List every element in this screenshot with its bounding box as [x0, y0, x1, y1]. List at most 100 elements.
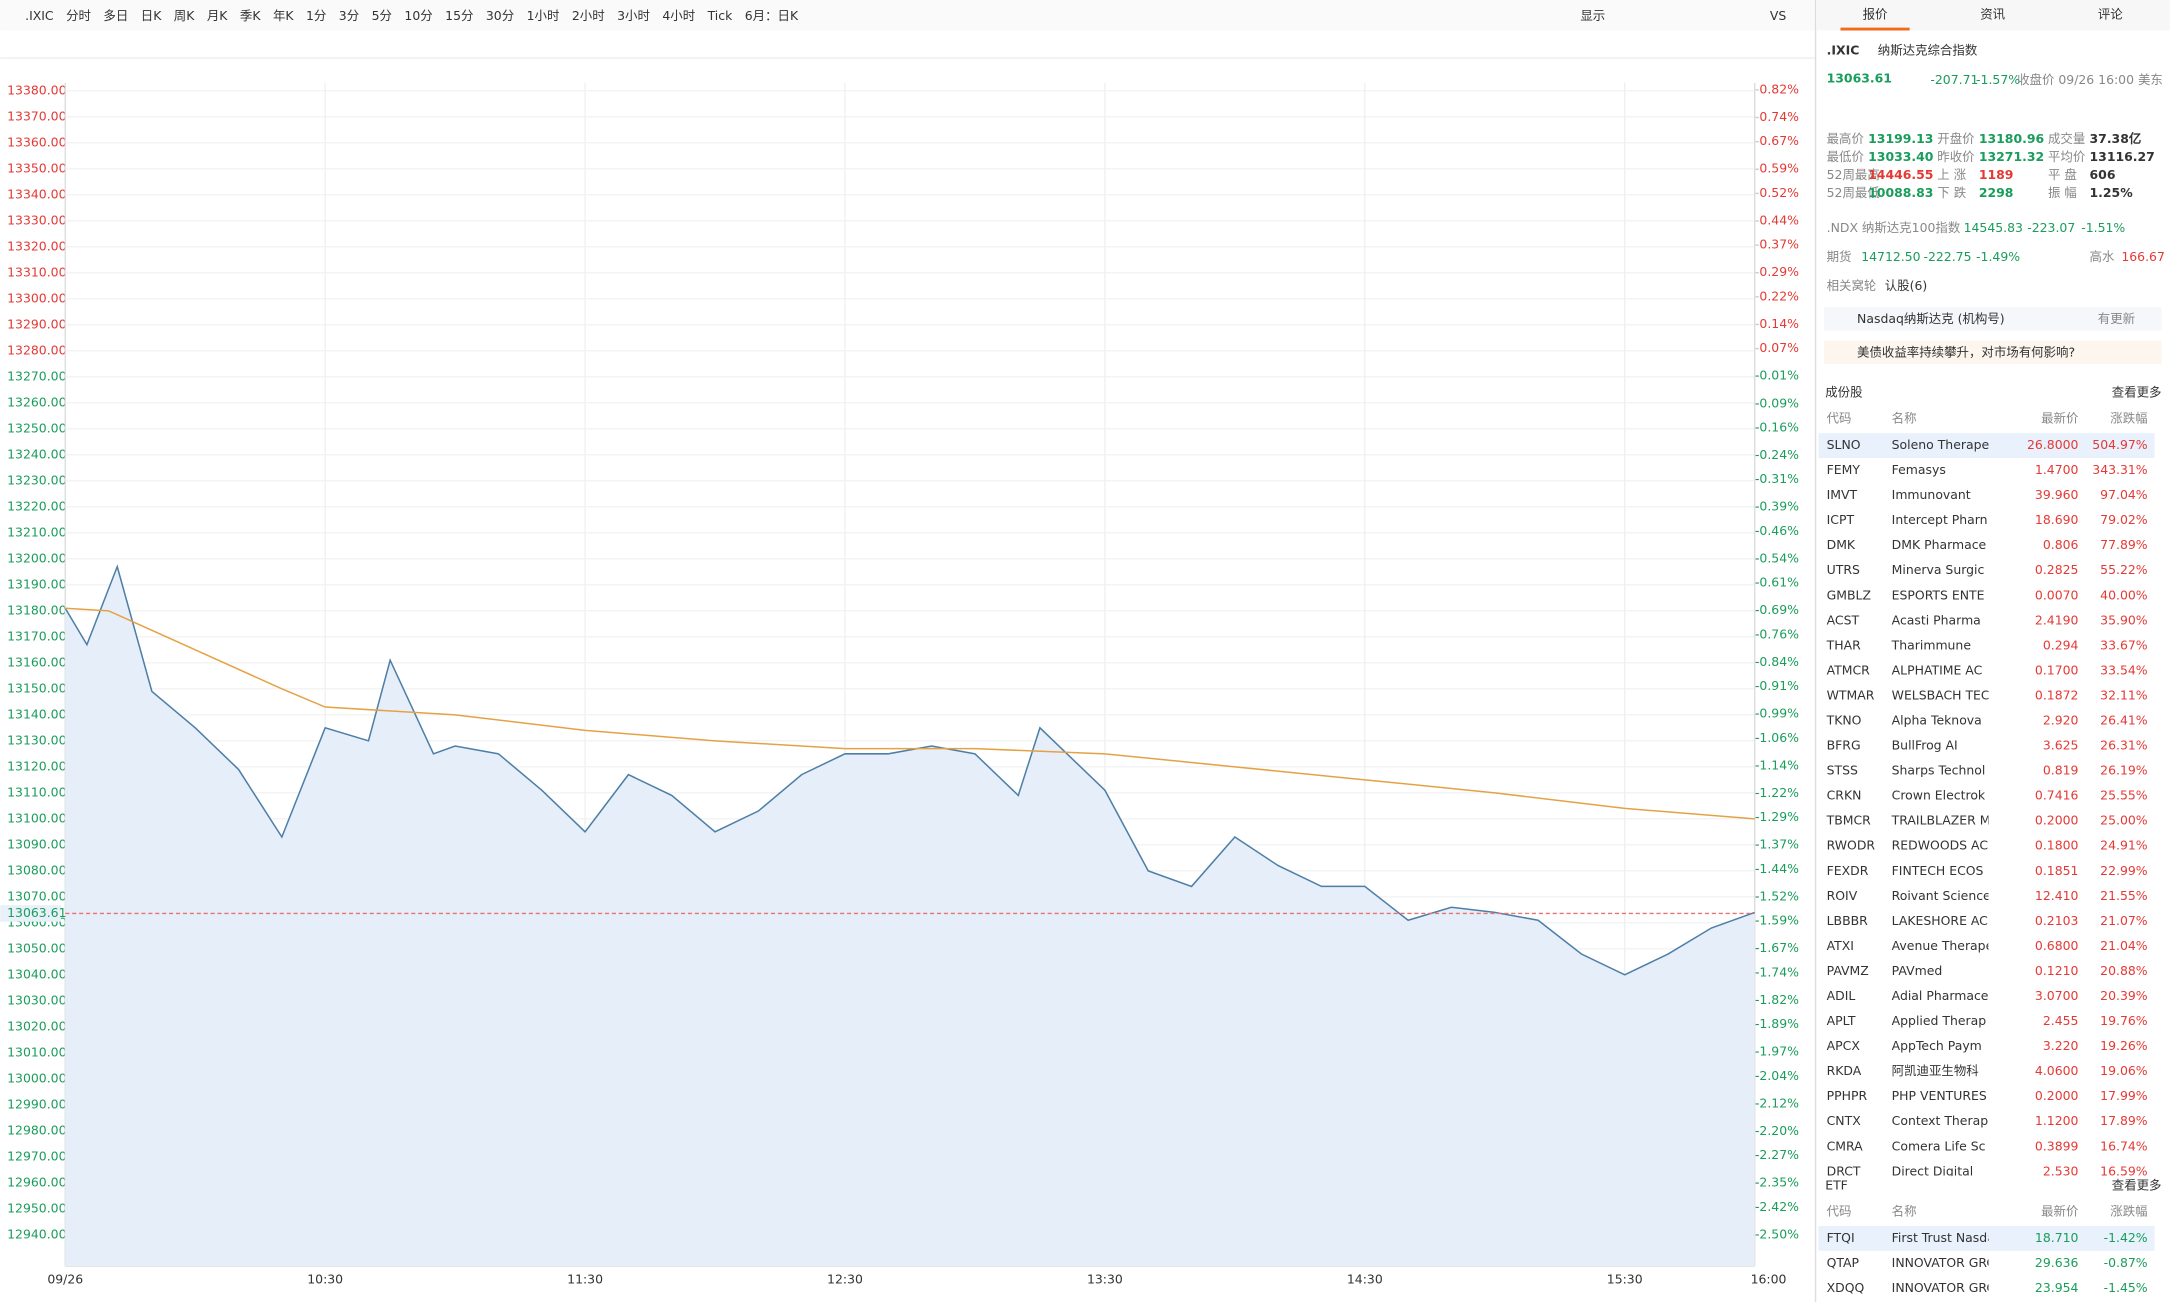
table-cell: 504.97%	[2092, 437, 2148, 452]
table-cell[interactable]: RKDA	[1827, 1063, 1862, 1078]
table-cell: 0.819	[2043, 763, 2079, 778]
table-cell[interactable]: SLNO	[1827, 437, 1861, 452]
table-cell[interactable]: DMK	[1827, 537, 1856, 552]
y-tick-label: 13340.00	[7, 186, 66, 201]
period-tab[interactable]: 分时	[66, 8, 91, 23]
period-tab[interactable]: 周K	[174, 8, 195, 23]
y-tick-label: 13110.00	[7, 784, 66, 799]
table-title: 成份股	[1825, 384, 1862, 399]
y-tick-label: 13260.00	[7, 394, 66, 409]
table-cell: 22.99%	[2100, 863, 2148, 878]
table-cell: 24.91%	[2100, 838, 2148, 853]
table-header: 最新价	[2041, 1204, 2079, 1219]
panel-tab[interactable]: 资讯	[1980, 7, 2005, 22]
table-cell[interactable]: FTQI	[1827, 1230, 1855, 1245]
table-cell[interactable]: TBMCR	[1826, 813, 1872, 828]
y-tick-label: 13160.00	[7, 654, 66, 669]
display-menu[interactable]: 显示	[1580, 8, 1605, 23]
table-cell: First Trust Nasdaq	[1892, 1230, 2003, 1245]
more-link[interactable]: 查看更多	[2112, 1177, 2162, 1192]
table-cell[interactable]: WTMAR	[1827, 687, 1875, 702]
y2-tick-label: -0.61%	[1755, 575, 1799, 590]
period-tab[interactable]: 月K	[207, 8, 228, 23]
panel-tab[interactable]: 评论	[2098, 7, 2123, 22]
table-cell: TRAILBLAZER M	[1891, 813, 1991, 828]
table-cell[interactable]: PAVMZ	[1827, 963, 1869, 978]
period-tab[interactable]: 5分	[372, 8, 392, 23]
notice-title[interactable]: Nasdaq纳斯达克 (机构号)	[1857, 311, 2005, 326]
table-cell[interactable]: ADIL	[1827, 988, 1856, 1003]
symbol-tab[interactable]: .IXIC	[25, 8, 54, 23]
ndx-quote[interactable]: .NDX 纳斯达克100指数	[1827, 220, 1961, 235]
table-header: 代码	[1827, 1204, 1852, 1219]
table-cell[interactable]: LBBBR	[1827, 913, 1869, 928]
panel-change: -207.71	[1930, 72, 1978, 87]
period-tab[interactable]: 30分	[486, 8, 514, 23]
period-tab[interactable]: Tick	[707, 8, 734, 23]
table-cell: 77.89%	[2100, 537, 2148, 552]
table-cell[interactable]: STSS	[1827, 763, 1858, 778]
table-cell[interactable]: FEXDR	[1827, 863, 1869, 878]
table-cell: FINTECH ECOS	[1892, 863, 1984, 878]
table-cell[interactable]: ACST	[1827, 612, 1860, 627]
table-cell[interactable]: APLT	[1827, 1013, 1856, 1028]
table-cell[interactable]: RWODR	[1827, 838, 1876, 853]
table-cell: 4.0600	[2035, 1063, 2079, 1078]
y-tick-label: 13120.00	[7, 758, 66, 773]
period-tab[interactable]: 多日	[103, 8, 128, 23]
table-cell[interactable]: TKNO	[1826, 713, 1862, 728]
period-tab[interactable]: 年K	[273, 8, 294, 23]
y2-tick-label: -2.20%	[1755, 1123, 1799, 1138]
table-cell[interactable]: ATMCR	[1827, 662, 1871, 677]
table-cell[interactable]: XDQQ	[1827, 1280, 1865, 1295]
table-cell[interactable]: FEMY	[1827, 462, 1861, 477]
period-tab[interactable]: 日K	[141, 8, 162, 23]
selected-row	[1818, 1225, 2155, 1251]
table-cell[interactable]: PPHPR	[1827, 1088, 1868, 1103]
y-tick-label: 13350.00	[7, 160, 66, 175]
table-cell[interactable]: BFRG	[1827, 738, 1861, 753]
period-tab[interactable]: 4小时	[662, 8, 695, 23]
table-cell: 0.6800	[2035, 938, 2079, 953]
table-cell[interactable]: CMRA	[1827, 1138, 1864, 1153]
warrants-link[interactable]: 认股(6)	[1885, 278, 1928, 293]
table-cell[interactable]: ATXI	[1827, 938, 1854, 953]
more-link[interactable]: 查看更多	[2112, 384, 2162, 399]
y2-tick-label: -0.69%	[1755, 602, 1799, 617]
table-cell: ALPHATIME AC	[1892, 662, 1983, 677]
period-tab[interactable]: 15分	[445, 8, 473, 23]
table-cell[interactable]: GMBLZ	[1827, 587, 1871, 602]
table-cell[interactable]: UTRS	[1827, 562, 1860, 577]
table-cell: 17.99%	[2100, 1088, 2148, 1103]
period-tab[interactable]: 1小时	[527, 8, 560, 23]
table-cell: 23.954	[2035, 1280, 2079, 1295]
table-cell: 55.22%	[2100, 562, 2148, 577]
period-tab[interactable]: 2小时	[572, 8, 605, 23]
table-cell[interactable]: THAR	[1826, 637, 1861, 652]
table-cell[interactable]: QTAP	[1827, 1255, 1860, 1270]
table-cell[interactable]: CNTX	[1827, 1113, 1862, 1128]
vs-button[interactable]: VS	[1770, 8, 1787, 23]
table-cell: Alpha Teknova	[1892, 713, 1982, 728]
table-cell[interactable]: DRCT	[1827, 1163, 1861, 1178]
table-cell: 1.4700	[2035, 462, 2079, 477]
period-tab[interactable]: 6月：日K	[745, 8, 799, 23]
panel-tab[interactable]: 报价	[1863, 7, 1888, 22]
table-cell: 0.0070	[2035, 587, 2079, 602]
period-tab[interactable]: 10分	[404, 8, 432, 23]
period-tab[interactable]: 3分	[339, 8, 359, 23]
period-tab[interactable]: 1分	[306, 8, 326, 23]
y2-tick-label: -1.14%	[1755, 757, 1799, 772]
stat-label: 最高价	[1827, 131, 1865, 146]
table-cell[interactable]: APCX	[1827, 1038, 1861, 1053]
table-cell[interactable]: ROIV	[1827, 888, 1858, 903]
table-cell[interactable]: CRKN	[1827, 788, 1862, 803]
table-cell[interactable]: ICPT	[1827, 512, 1855, 527]
table-cell: 17.89%	[2100, 1113, 2148, 1128]
panel-name: 纳斯达克综合指数	[1878, 43, 1978, 58]
period-tab[interactable]: 季K	[240, 8, 261, 23]
period-tab[interactable]: 3小时	[617, 8, 650, 23]
news-headline[interactable]: 美债收益率持续攀升，对市场有何影响?	[1857, 344, 2075, 359]
table-cell[interactable]: IMVT	[1827, 487, 1858, 502]
